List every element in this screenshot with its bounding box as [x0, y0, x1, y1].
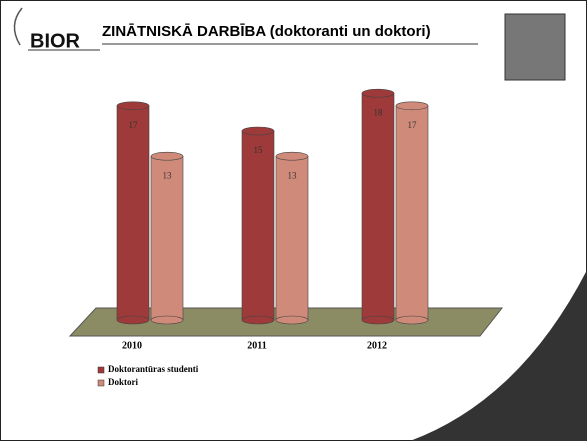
legend-label: Doktorantūras studenti — [108, 364, 199, 374]
bar-top — [242, 127, 274, 135]
bar-top — [276, 152, 308, 160]
logo: BIOR — [30, 30, 81, 52]
value-label: 15 — [254, 145, 264, 155]
value-label: 17 — [408, 120, 418, 130]
value-label: 17 — [129, 120, 139, 130]
bar — [117, 106, 149, 320]
bar — [362, 93, 394, 320]
legend-swatch — [98, 367, 104, 373]
bar-top — [362, 89, 394, 97]
bar — [276, 156, 308, 320]
value-label: 13 — [163, 170, 173, 180]
x-tick-label: 2011 — [247, 340, 266, 351]
bar — [242, 131, 274, 320]
legend-swatch — [98, 380, 104, 386]
bar — [151, 156, 183, 320]
photo — [505, 14, 565, 80]
bar-base — [242, 316, 274, 324]
bar-base — [117, 316, 149, 324]
bar-top — [151, 152, 183, 160]
bar — [396, 106, 428, 320]
slide: BIOR ZINĀTNISKĀ DARBĪBA (doktoranti un d… — [0, 0, 587, 441]
legend-label: Doktori — [108, 377, 138, 387]
bar-top — [117, 102, 149, 110]
bar-base — [276, 316, 308, 324]
bar-base — [362, 316, 394, 324]
bar-base — [396, 316, 428, 324]
bar-base — [151, 316, 183, 324]
x-tick-label: 2010 — [122, 340, 142, 351]
value-label: 18 — [374, 107, 384, 117]
value-label: 13 — [288, 170, 298, 180]
slide-title: ZINĀTNISKĀ DARBĪBA (doktoranti un doktor… — [102, 23, 431, 40]
x-tick-label: 2012 — [367, 340, 387, 351]
bar-top — [396, 102, 428, 110]
